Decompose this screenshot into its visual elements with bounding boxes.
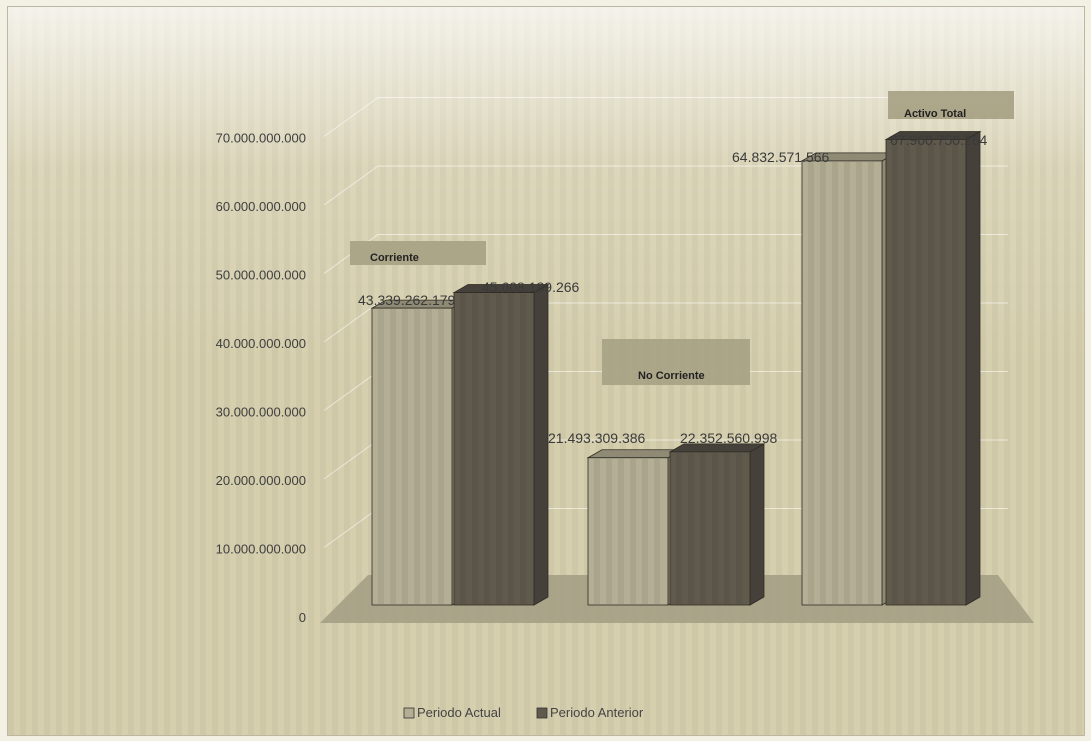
bar-stripe bbox=[414, 309, 420, 604]
bar-stripe bbox=[460, 293, 466, 604]
bar-stripe bbox=[402, 309, 408, 604]
bar-stripe bbox=[484, 293, 490, 604]
y-axis: 0 10.000.000.000 20.000.000.000 30.000.000.… bbox=[216, 131, 306, 626]
bar-stripe bbox=[904, 140, 910, 604]
bar-stripe bbox=[700, 452, 706, 604]
bars bbox=[370, 130, 982, 606]
bar-stripe bbox=[724, 452, 730, 604]
bar-0-2 bbox=[800, 152, 898, 606]
bar-stripe bbox=[438, 309, 444, 604]
bar-stripe bbox=[940, 140, 946, 604]
chart-area: 0 10.000.000.000 20.000.000.000 30.000.000.… bbox=[7, 6, 1085, 736]
bar-stripe bbox=[808, 161, 814, 604]
bar-top bbox=[586, 449, 684, 459]
bar-1-2 bbox=[884, 130, 982, 606]
bar-stripe bbox=[606, 458, 612, 604]
bar-stripe bbox=[892, 140, 898, 604]
bar-stripe bbox=[654, 458, 660, 604]
data-labels: 43.339.262.179 21.493.309.386 64.832.571.5… bbox=[358, 132, 988, 446]
data-label: 45.608.189.266 bbox=[482, 279, 580, 295]
bar-stripe bbox=[520, 293, 526, 604]
y-tick-label: 30.000.000.000 bbox=[216, 405, 306, 420]
y-tick-label: 10.000.000.000 bbox=[216, 542, 306, 557]
bar-stripe bbox=[618, 458, 624, 604]
category-label: No Corriente bbox=[638, 370, 705, 382]
bar-stripe bbox=[844, 161, 850, 604]
gridline bbox=[323, 234, 1008, 274]
bar-front bbox=[669, 451, 751, 606]
bar-0-0 bbox=[370, 299, 468, 606]
bar-side bbox=[749, 443, 765, 606]
bar-stripe bbox=[390, 309, 396, 604]
bar-front bbox=[453, 292, 535, 606]
y-tick-label: 20.000.000.000 bbox=[216, 473, 306, 488]
gridline bbox=[323, 97, 1008, 137]
bar-1-1 bbox=[668, 443, 766, 606]
bar-stripe bbox=[426, 309, 432, 604]
bar-side bbox=[533, 283, 549, 606]
bar-stripe bbox=[472, 293, 478, 604]
bar-1-0 bbox=[452, 283, 550, 606]
category-box bbox=[888, 91, 1014, 119]
category-label: Corriente bbox=[370, 252, 419, 264]
y-tick-label: 0 bbox=[299, 610, 306, 625]
bar-stripe bbox=[630, 458, 636, 604]
legend-label: Periodo Actual bbox=[417, 705, 501, 720]
y-tick-label: 40.000.000.000 bbox=[216, 336, 306, 351]
category-box bbox=[350, 241, 486, 265]
bar-front bbox=[371, 307, 453, 606]
data-label: 43.339.262.179 bbox=[358, 292, 456, 308]
bar-stripe bbox=[820, 161, 826, 604]
gridline bbox=[323, 302, 1008, 343]
category-labels: Corriente No Corriente Activo Total bbox=[350, 91, 1014, 385]
bar-stripe bbox=[736, 452, 742, 604]
bar-stripe bbox=[868, 161, 874, 604]
category-label: Activo Total bbox=[904, 108, 966, 120]
legend-label: Periodo Anterior bbox=[550, 705, 644, 720]
bar-front bbox=[801, 160, 883, 606]
bar-0-1 bbox=[586, 449, 684, 606]
legend-swatch bbox=[536, 707, 548, 719]
bar-stripe bbox=[688, 452, 694, 604]
y-tick-label: 50.000.000.000 bbox=[216, 268, 306, 283]
legend-swatch bbox=[403, 707, 415, 719]
bar-stripe bbox=[856, 161, 862, 604]
bar-stripe bbox=[378, 309, 384, 604]
y-tick-label: 70.000.000.000 bbox=[216, 131, 306, 146]
data-label: 64.832.571.566 bbox=[732, 149, 830, 165]
y-tick-label: 60.000.000.000 bbox=[216, 199, 306, 214]
bar-stripe bbox=[496, 293, 502, 604]
bar-stripe bbox=[508, 293, 514, 604]
gridline bbox=[323, 165, 1008, 206]
bar-stripe bbox=[594, 458, 600, 604]
legend: Periodo Actual Periodo Anterior bbox=[403, 705, 644, 720]
category-box bbox=[602, 339, 750, 385]
chart-svg: 0 10.000.000.000 20.000.000.000 30.000.000.… bbox=[8, 7, 1084, 735]
bar-stripe bbox=[642, 458, 648, 604]
data-label: 67.960.750.264 bbox=[890, 132, 988, 148]
bar-stripe bbox=[676, 452, 682, 604]
bar-front bbox=[885, 139, 967, 606]
bar-stripe bbox=[832, 161, 838, 604]
bar-stripe bbox=[928, 140, 934, 604]
bar-side bbox=[965, 130, 981, 606]
bar-stripe bbox=[712, 452, 718, 604]
bar-front bbox=[587, 457, 669, 606]
bar-stripe bbox=[916, 140, 922, 604]
data-label: 21.493.309.386 bbox=[548, 430, 646, 446]
data-label: 22.352.560.998 bbox=[680, 430, 778, 446]
bar-stripe bbox=[952, 140, 958, 604]
